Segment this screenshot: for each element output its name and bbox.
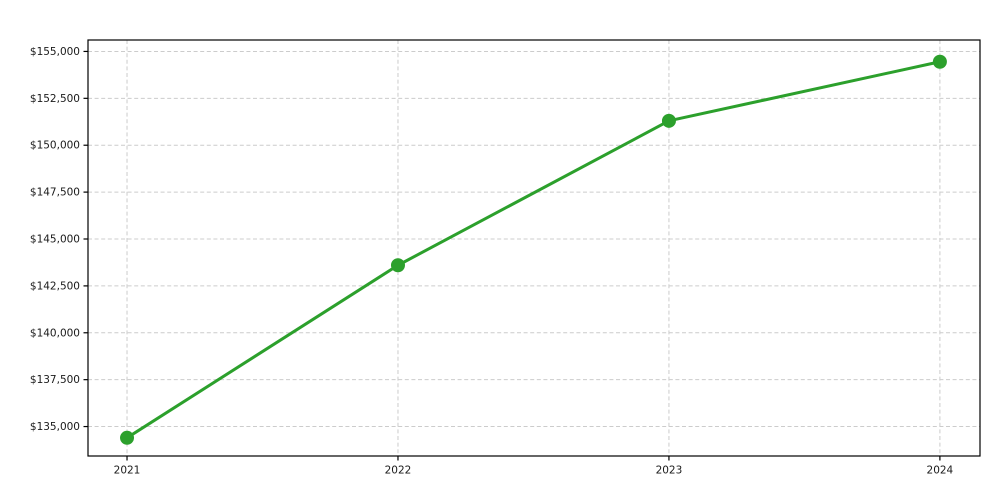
y-tick-label: $147,500 (30, 187, 80, 199)
plot-background (88, 40, 980, 456)
y-tick-label: $150,000 (30, 140, 80, 152)
data-point-2022 (390, 258, 405, 273)
data-point-2024 (932, 54, 947, 69)
data-point-2023 (661, 113, 676, 128)
y-tick-label: $152,500 (30, 93, 80, 105)
x-tick-label: 2022 (385, 465, 412, 477)
x-tick-label: 2023 (656, 465, 683, 477)
y-tick-label: $135,000 (30, 421, 80, 433)
y-tick-label: $145,000 (30, 233, 80, 245)
x-tick-label: 2021 (114, 465, 141, 477)
y-tick-label: $137,500 (30, 374, 80, 386)
data-point-2021 (120, 430, 135, 445)
y-tick-label: $142,500 (30, 280, 80, 292)
x-tick-label: 2024 (927, 465, 954, 477)
trend-line (125, 60, 942, 440)
y-tick-label: $140,000 (30, 327, 80, 339)
y-tick-label: $155,000 (30, 46, 80, 58)
plot-frame (87, 39, 981, 457)
